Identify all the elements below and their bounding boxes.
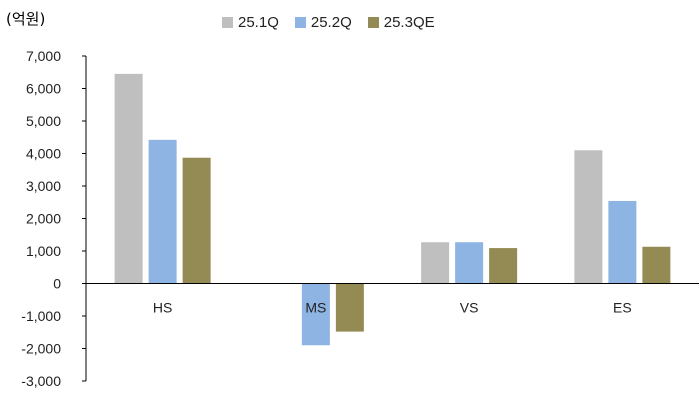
- bar-es-series-1: [574, 150, 603, 284]
- y-tick-label: 0: [53, 276, 61, 292]
- bar-ms-series-2: [301, 283, 330, 346]
- bar-es-series-2: [608, 200, 637, 284]
- legend-label-series-1: 25.1Q: [238, 14, 279, 31]
- bar-vs-series-3: [489, 248, 518, 284]
- legend-swatch-series-1: [222, 17, 233, 28]
- bar-hs-series-2: [148, 139, 177, 284]
- legend-item-series-3: 25.3QE: [367, 14, 435, 31]
- legend-item-series-2: 25.2Q: [294, 14, 352, 31]
- bar-vs-series-2: [455, 242, 484, 284]
- bar-es-series-3: [642, 246, 671, 284]
- category-label-vs: VS: [460, 300, 479, 316]
- bar-vs-series-1: [421, 242, 450, 284]
- legend-label-series-2: 25.2Q: [310, 14, 352, 31]
- y-tick-label: -2,000: [21, 341, 61, 357]
- legend: 25.1Q 25.2Q 25.3QE: [222, 14, 451, 31]
- bar-hs-series-1: [114, 73, 143, 284]
- category-label-ms: MS: [305, 300, 326, 316]
- y-tick-label: -1,000: [21, 308, 61, 324]
- y-tick-label: 1,000: [26, 243, 61, 259]
- bar-hs-series-3: [182, 157, 211, 284]
- y-tick-label: 6,000: [26, 81, 61, 97]
- legend-swatch-series-3: [367, 17, 379, 28]
- y-tick-label: 4,000: [26, 146, 61, 162]
- bar-ms-series-3: [335, 283, 364, 332]
- y-tick-label: 7,000: [26, 48, 61, 64]
- y-tick-label: -3,000: [21, 373, 61, 389]
- legend-label-series-3: 25.3QE: [383, 14, 435, 31]
- y-tick-label: 2,000: [26, 211, 61, 227]
- legend-swatch-series-2: [294, 17, 306, 28]
- category-label-hs: HS: [153, 300, 172, 316]
- unit-label: (억원): [6, 10, 46, 28]
- y-tick-label: 5,000: [26, 113, 61, 129]
- legend-item-series-1: 25.1Q: [222, 14, 279, 31]
- y-tick-label: 3,000: [26, 178, 61, 194]
- category-label-es: ES: [613, 300, 632, 316]
